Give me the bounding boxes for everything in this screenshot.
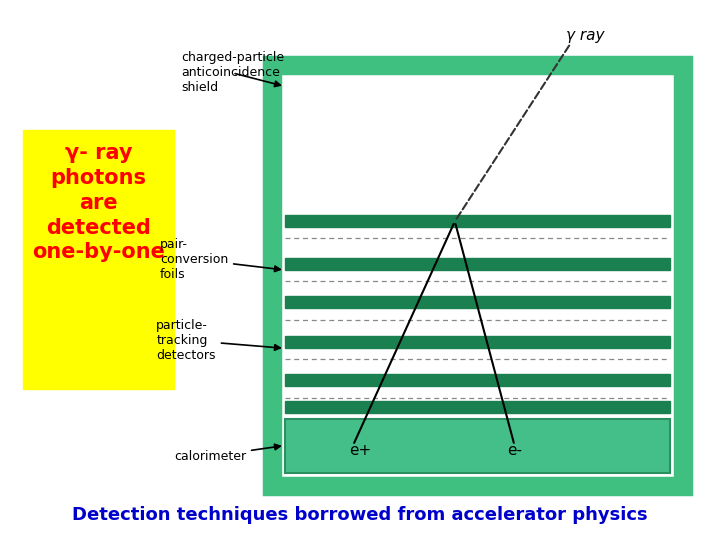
Text: Detection techniques borrowed from accelerator physics: Detection techniques borrowed from accel… [72,506,648,524]
Bar [285,401,670,413]
Text: γ ray: γ ray [565,28,604,43]
Bar [285,336,670,348]
Bar [285,296,670,308]
Text: charged-particle
anticoincidence
shield: charged-particle anticoincidence shield [181,51,284,94]
Bar [285,374,670,386]
Text: e-: e- [507,443,522,458]
Bar [285,215,670,227]
Text: calorimeter: calorimeter [174,444,280,463]
Text: particle-
tracking
detectors: particle- tracking detectors [156,319,280,362]
Text: γ- ray
photons
are
detected
one-by-one: γ- ray photons are detected one-by-one [32,143,165,262]
Bar [285,418,670,472]
Bar [23,130,174,389]
Bar [285,258,670,270]
Text: e+: e+ [349,443,371,458]
Bar [272,65,683,486]
Text: pair-
conversion
foils: pair- conversion foils [160,238,280,281]
